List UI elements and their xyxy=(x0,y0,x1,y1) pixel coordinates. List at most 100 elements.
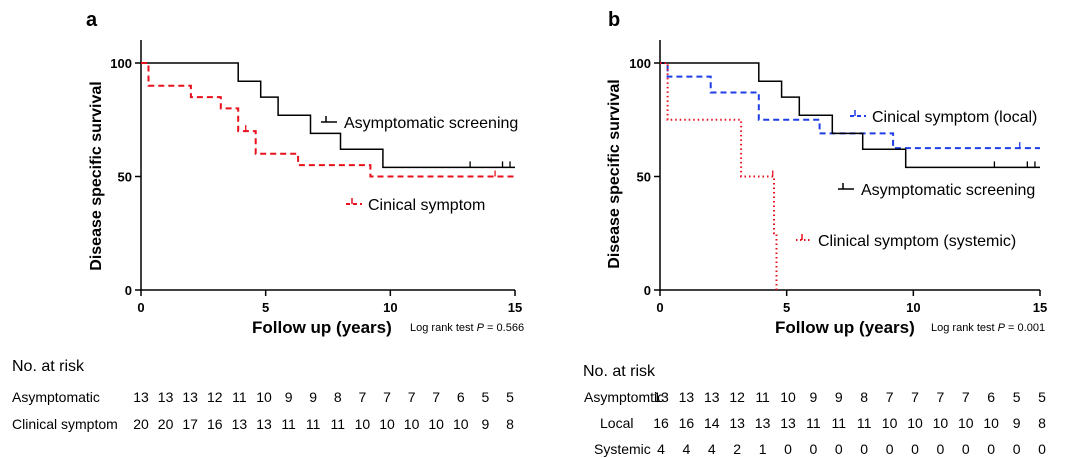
legend-label-clinical-symptom: Cinical symptom xyxy=(368,197,485,214)
risk-count-cell: 1 xyxy=(758,441,767,457)
risk-count-cell: 11 xyxy=(831,415,847,431)
y-tick-label: 100 xyxy=(110,56,132,71)
risk-count-cell: 5 xyxy=(1012,389,1021,405)
risk-count-cell: 13 xyxy=(780,415,796,431)
km-curve-cinical-symptom xyxy=(141,62,515,178)
risk-count-cell: 5 xyxy=(1038,389,1046,405)
risk-count-cell: 11 xyxy=(856,415,872,431)
risk-count-cell: 4 xyxy=(657,441,665,457)
risk-count-cell: 11 xyxy=(232,389,247,405)
risk-count-cell: 10 xyxy=(881,415,898,431)
risk-count-cell: 13 xyxy=(653,389,669,405)
risk-row-label-asymptomatic: Asymptomatic xyxy=(12,389,100,405)
risk-count-cell: 10 xyxy=(983,415,999,431)
risk-count-cell: 17 xyxy=(182,416,198,432)
risk-count-cell: 6 xyxy=(987,389,996,405)
risk-count-cell: 0 xyxy=(784,441,792,457)
risk-count-cell: 7 xyxy=(911,389,919,405)
risk-count-cell: 9 xyxy=(309,389,318,405)
panel-a-legend-clinical: Cinical symptom xyxy=(346,197,485,214)
risk-count-cell: 13 xyxy=(256,416,272,432)
risk-row-label-asymptomatic: Asymptomtic xyxy=(584,389,665,405)
risk-count-cell: 10 xyxy=(403,416,420,432)
panel-a-legend-asymptomatic: Asymptomatic screening xyxy=(321,115,518,132)
risk-count-cell: 11 xyxy=(281,416,296,432)
risk-count-cell: 10 xyxy=(428,416,444,432)
risk-count-cell: 11 xyxy=(806,415,821,431)
risk-count-cell: 11 xyxy=(755,389,770,405)
risk-count-cell: 0 xyxy=(860,441,869,457)
panel-b-log-rank-test: Log rank test P = 0.001 xyxy=(931,322,1045,334)
risk-row-label-clinical: Clinical symptom xyxy=(12,416,118,432)
risk-count-cell: 7 xyxy=(407,389,416,405)
risk-count-cell: 0 xyxy=(885,441,894,457)
risk-count-cell: 9 xyxy=(1012,415,1021,431)
risk-count-cell: 5 xyxy=(506,389,514,405)
panel-b-letter: b xyxy=(608,9,620,31)
risk-count-cell: 9 xyxy=(481,416,490,432)
panel-b-x-axis-label: Follow up (years) xyxy=(775,318,915,337)
panel-b-curves xyxy=(660,62,1040,290)
legend-label-clinical-systemic: Clinical symptom (systemic) xyxy=(818,233,1016,250)
risk-count-cell: 16 xyxy=(653,415,669,431)
risk-count-cell: 13 xyxy=(754,415,771,431)
risk-count-cell: 13 xyxy=(182,389,198,405)
risk-count-cell: 10 xyxy=(453,416,469,432)
risk-count-cell: 20 xyxy=(157,416,174,432)
panel-a-curves xyxy=(141,62,515,178)
risk-count-cell: 7 xyxy=(383,389,391,405)
risk-count-cell: 0 xyxy=(834,441,843,457)
km-curve-cinical-symptom-local xyxy=(660,62,1040,150)
risk-count-cell: 13 xyxy=(678,389,695,405)
panel-a-y-axis-label: Disease specific survival xyxy=(88,81,105,270)
risk-count-cell: 9 xyxy=(284,389,293,405)
panel-b-legend-asymptomatic: Asymptomatic screening xyxy=(838,182,1035,199)
risk-count-cell: 13 xyxy=(729,415,745,431)
y-tick-label: 50 xyxy=(637,170,651,185)
risk-count-cell: 8 xyxy=(333,389,342,405)
risk-count-cell: 7 xyxy=(936,389,945,405)
risk-count-cell: 11 xyxy=(330,416,346,432)
panel-b: b Disease specific survival 0 5 10 15 0 50 100… xyxy=(606,9,1047,337)
risk-count-cell: 9 xyxy=(809,389,818,405)
risk-count-cell: 4 xyxy=(707,441,716,457)
panel-a: a Disease specific survival 0 5 10 15 0 50 100… xyxy=(86,9,524,337)
risk-count-cell: 8 xyxy=(1038,415,1046,431)
risk-count-cell: 13 xyxy=(704,389,720,405)
risk-count-cell: 12 xyxy=(729,389,745,405)
risk-count-cell: 5 xyxy=(481,389,490,405)
risk-count-cell: 10 xyxy=(932,415,949,431)
km-curve-asymptomatic-screening xyxy=(141,62,515,169)
risk-count-cell: 10 xyxy=(256,389,272,405)
km-curve-clinical-symptom-systemic xyxy=(660,62,778,290)
risk-count-cell: 13 xyxy=(231,416,248,432)
x-tick-label: 15 xyxy=(1033,300,1047,315)
legend-label-clinical-local: Cinical symptom (local) xyxy=(872,109,1037,126)
risk-row-label-local: Local xyxy=(600,415,634,431)
risk-count-cell: 10 xyxy=(780,389,796,405)
x-tick-label: 10 xyxy=(906,300,920,315)
risk-table-title: No. at risk xyxy=(583,363,656,380)
x-tick-label: 5 xyxy=(262,300,269,315)
risk-count-cell: 20 xyxy=(133,416,149,432)
risk-count-cell: 2 xyxy=(733,441,742,457)
risk-count-cell: 8 xyxy=(860,389,869,405)
x-tick-label: 0 xyxy=(137,300,144,315)
x-tick-label: 10 xyxy=(383,300,397,315)
risk-table-title: No. at risk xyxy=(12,358,85,375)
panel-a-axes: 0 5 10 15 0 50 100 xyxy=(110,40,522,315)
panel-a-log-rank-test: Log rank test P = 0.566 xyxy=(410,322,524,334)
x-tick-label: 5 xyxy=(783,300,790,315)
risk-count-cell: 14 xyxy=(704,415,720,431)
x-tick-label: 15 xyxy=(508,300,522,315)
risk-count-cell: 10 xyxy=(907,415,923,431)
risk-count-cell: 13 xyxy=(157,389,174,405)
risk-count-cell: 13 xyxy=(133,389,149,405)
risk-count-cell: 0 xyxy=(961,441,970,457)
risk-count-cell: 6 xyxy=(456,389,465,405)
risk-count-cell: 7 xyxy=(961,389,970,405)
y-tick-label: 0 xyxy=(125,283,132,298)
risk-count-cell: 7 xyxy=(885,389,894,405)
panel-b-legend-local: Cinical symptom (local) xyxy=(850,109,1037,126)
risk-count-cell: 10 xyxy=(958,415,974,431)
